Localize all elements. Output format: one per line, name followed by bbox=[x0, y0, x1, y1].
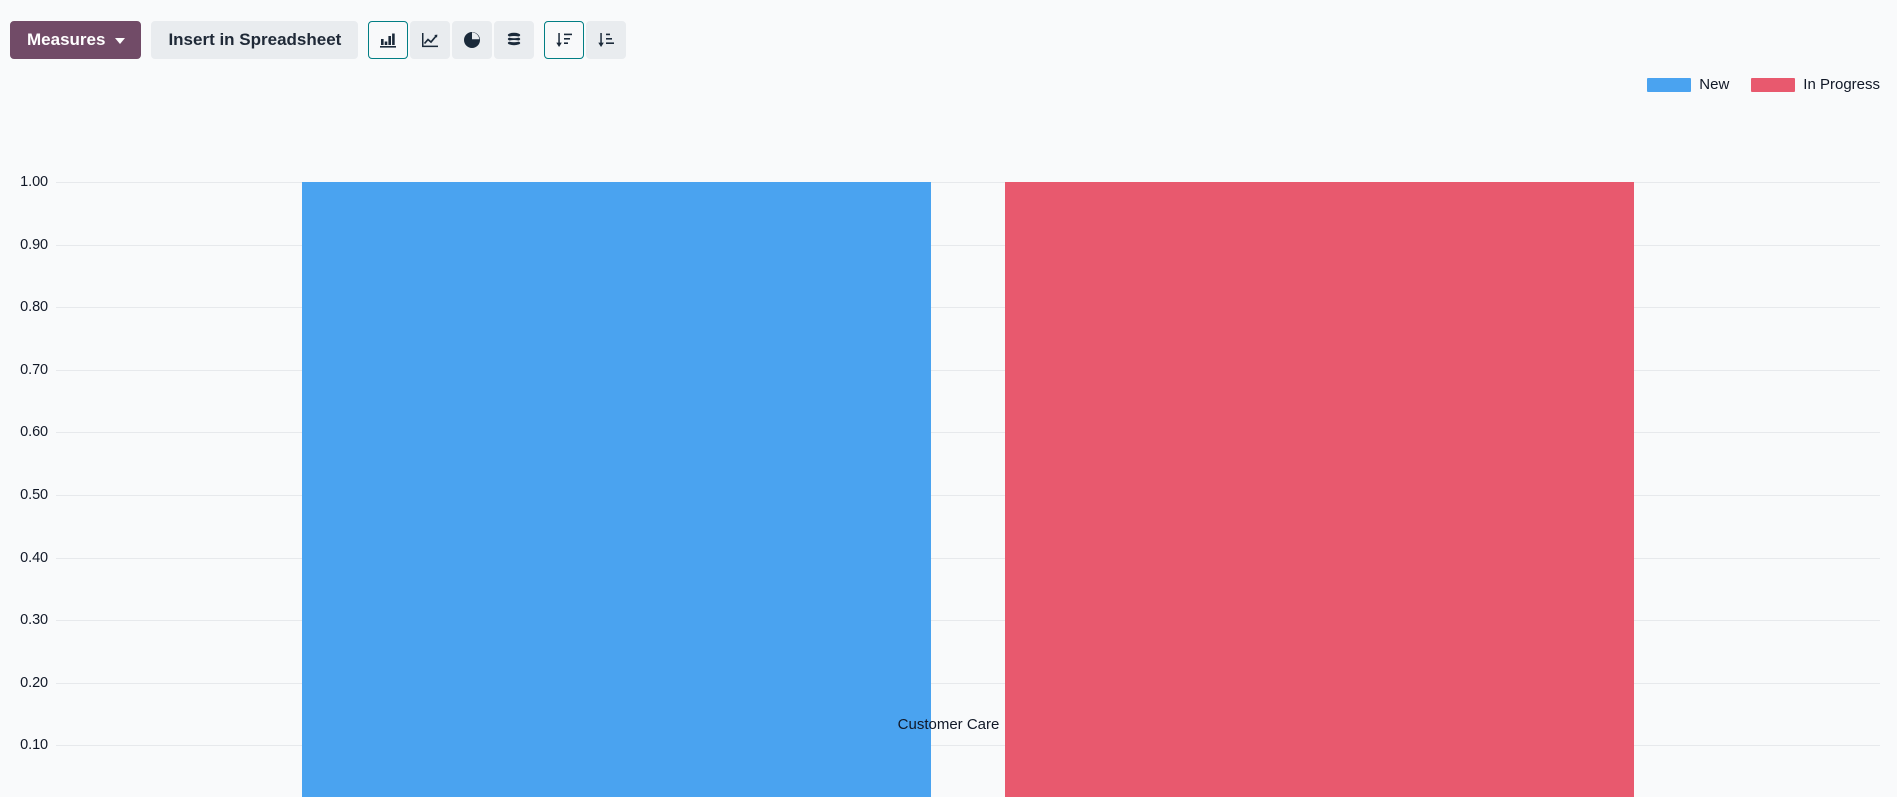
y-axis-tick-label: 0.20 bbox=[20, 674, 48, 691]
gridline bbox=[56, 620, 1880, 622]
y-axis-tick-label: 0.80 bbox=[20, 299, 48, 316]
gridline bbox=[56, 682, 1880, 684]
measures-button-label: Measures bbox=[27, 30, 106, 49]
chart-toolbar: Measures Insert in Spreadsheet bbox=[0, 0, 1897, 68]
x-axis-category-label-text: Customer Care bbox=[897, 716, 1000, 733]
gridline bbox=[56, 244, 1880, 246]
stacked-database-icon bbox=[504, 30, 524, 50]
sort-descending-icon bbox=[554, 30, 574, 50]
stacked-view-button[interactable] bbox=[494, 21, 535, 59]
gridline bbox=[56, 745, 1880, 747]
x-axis-category-label: Customer Care bbox=[0, 716, 1897, 733]
bar-chart-button[interactable] bbox=[368, 21, 409, 59]
sort-ascending-button[interactable] bbox=[586, 21, 627, 59]
chart-bar[interactable] bbox=[302, 182, 932, 797]
legend-swatch bbox=[1751, 77, 1796, 92]
measures-button[interactable]: Measures bbox=[10, 21, 142, 59]
legend-swatch bbox=[1647, 77, 1692, 92]
gridline bbox=[56, 307, 1880, 309]
y-axis-tick-label: 0.50 bbox=[20, 487, 48, 503]
y-axis-tick-label: 0.60 bbox=[20, 424, 48, 441]
y-axis-tick-label: 0.90 bbox=[20, 236, 48, 253]
chevron-down-icon bbox=[115, 38, 126, 44]
legend-item[interactable]: New bbox=[1647, 76, 1729, 93]
gridline bbox=[56, 182, 1880, 183]
insert-in-spreadsheet-label: Insert in Spreadsheet bbox=[168, 30, 342, 49]
y-axis-tick-label: 0.30 bbox=[20, 612, 48, 629]
pie-chart-button[interactable] bbox=[452, 21, 493, 59]
legend-label: In Progress bbox=[1803, 76, 1880, 93]
sort-descending-button[interactable] bbox=[544, 21, 585, 59]
chart-bar[interactable] bbox=[1004, 182, 1634, 797]
sort-ascending-icon bbox=[596, 30, 616, 50]
gridline bbox=[56, 557, 1880, 559]
gridline bbox=[56, 432, 1880, 434]
legend-item[interactable]: In Progress bbox=[1751, 76, 1880, 93]
y-axis-tick-label: 0.10 bbox=[20, 737, 48, 754]
chart-legend: New In Progress bbox=[1647, 76, 1880, 93]
pie-chart-icon bbox=[462, 30, 482, 50]
chart-plot-area: 1.00 0.90 0.80 0.70 0.60 0.50 0.40 0.30 0.20 0.10… bbox=[0, 68, 1897, 797]
line-chart-icon bbox=[420, 30, 440, 50]
gridline bbox=[56, 495, 1880, 496]
line-chart-button[interactable] bbox=[410, 21, 451, 59]
legend-label: New bbox=[1699, 76, 1730, 93]
sort-button-group bbox=[544, 21, 627, 59]
chart-type-button-group bbox=[368, 21, 535, 59]
bar-chart-icon bbox=[378, 30, 398, 50]
y-axis-tick-label: 0.70 bbox=[20, 361, 48, 378]
insert-in-spreadsheet-button[interactable]: Insert in Spreadsheet bbox=[151, 21, 359, 59]
chart-region: New In Progress 1.00 0.90 0.80 0.70 0.60 0.50 0… bbox=[0, 68, 1897, 797]
gridline bbox=[56, 369, 1880, 371]
y-axis-tick-label: 0.40 bbox=[20, 549, 48, 566]
y-axis-tick-label: 1.00 bbox=[20, 174, 48, 190]
